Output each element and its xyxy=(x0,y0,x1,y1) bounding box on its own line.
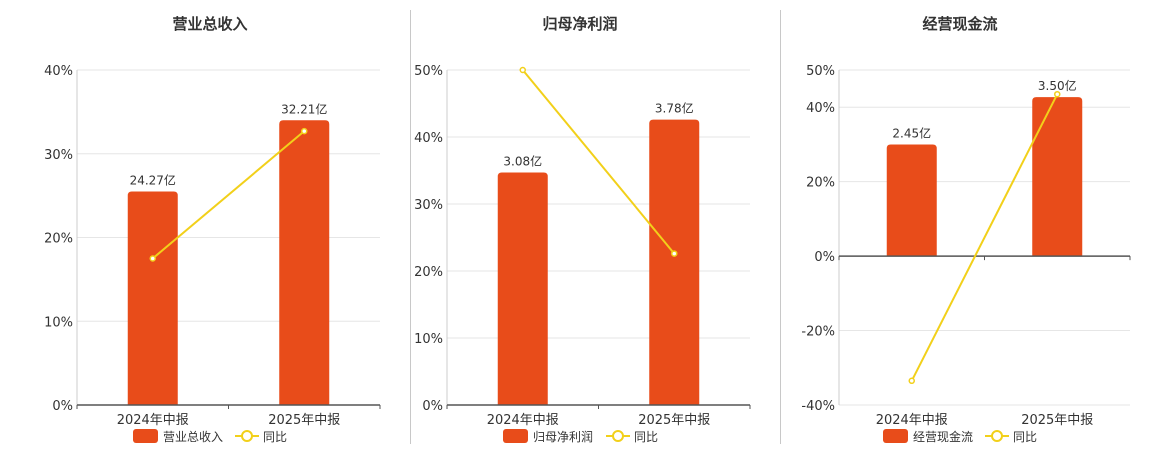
y-tick-label: 20% xyxy=(44,232,73,247)
yoy-line xyxy=(910,93,1059,382)
yoy-point xyxy=(908,377,915,385)
yoy-line xyxy=(521,69,676,255)
net-profit-chart-panel: 归母净利润 0% 10% 20% 30% 40% 50% 3.08亿 3.78亿 2024年中报 2… xyxy=(411,0,781,450)
revenue-chart-panel: 营业总收入 0% 10% 20% 30% 40% 24.27亿 32.21亿 2024年中报 20… xyxy=(0,0,410,450)
x-tick-label: 2025年中报 xyxy=(638,413,710,428)
x-tick-label: 2025年中报 xyxy=(268,413,340,428)
yoy-point xyxy=(1054,90,1061,98)
net-profit-chart: 归母净利润 0% 10% 20% 30% 40% 50% 3.08亿 3.78亿 2024年中报 2… xyxy=(414,15,751,444)
bar xyxy=(886,144,937,257)
legend-bar-swatch xyxy=(883,429,908,443)
legend-line-marker xyxy=(991,430,1003,442)
y-tick-label: 50% xyxy=(414,64,443,79)
bar-data-label: 2.45亿 xyxy=(892,125,931,140)
bar xyxy=(497,172,548,405)
panel-divider xyxy=(780,10,781,444)
yoy-point xyxy=(301,127,308,135)
y-tick-label: -20% xyxy=(801,325,835,340)
panel-divider xyxy=(410,10,411,444)
x-tick-label: 2024年中报 xyxy=(876,413,948,428)
legend-bar-label: 营业总收入 xyxy=(163,430,223,444)
legend-bar-label: 经营现金流 xyxy=(913,429,973,444)
y-tick-label: -40% xyxy=(801,399,835,414)
legend-line-label: 同比 xyxy=(1013,430,1037,444)
y-tick-label: 10% xyxy=(44,315,73,330)
legend-line-marker xyxy=(241,430,253,442)
y-tick-label: 30% xyxy=(414,198,443,213)
y-tick-label: 0% xyxy=(52,399,73,414)
bar xyxy=(1032,97,1083,257)
x-tick-label: 2024年中报 xyxy=(117,413,189,428)
y-tick-label: 0% xyxy=(814,250,835,265)
chart-title: 营业总收入 xyxy=(172,15,247,33)
y-tick-label: 30% xyxy=(44,148,73,163)
bar-data-label: 3.08亿 xyxy=(503,154,542,169)
bar-data-label: 32.21亿 xyxy=(281,101,327,116)
cash-flow-chart: 经营现金流 -40% -20% 0% 20% 40% 50% 2.45亿 3.50亿 2024年中… xyxy=(801,15,1131,444)
bar xyxy=(127,191,178,405)
revenue-chart: 营业总收入 0% 10% 20% 30% 40% 24.27亿 32.21亿 2024年中报 20… xyxy=(44,15,381,444)
y-tick-label: 40% xyxy=(44,64,73,79)
y-tick-label: 20% xyxy=(806,176,835,191)
legend-bar-swatch xyxy=(133,429,158,443)
y-tick-label: 40% xyxy=(414,131,443,146)
bar-data-label: 3.78亿 xyxy=(655,101,694,116)
bar-data-label: 3.50亿 xyxy=(1038,78,1077,93)
y-tick-label: 20% xyxy=(414,265,443,280)
bar-data-label: 24.27亿 xyxy=(130,172,176,187)
legend-bar-label: 归母净利润 xyxy=(533,430,593,444)
x-tick-label: 2025年中报 xyxy=(1021,413,1093,428)
legend-line-label: 同比 xyxy=(634,430,658,444)
chart-title: 经营现金流 xyxy=(922,15,997,33)
bar xyxy=(649,119,700,405)
legend-line-label: 同比 xyxy=(263,430,287,444)
cash-flow-chart-panel: 经营现金流 -40% -20% 0% 20% 40% 50% 2.45亿 3.50亿 2024年中… xyxy=(781,0,1160,450)
yoy-line xyxy=(152,130,305,260)
y-tick-label: 50% xyxy=(806,64,835,79)
chart-title: 归母净利润 xyxy=(542,15,617,33)
y-tick-label: 10% xyxy=(414,332,443,347)
yoy-point xyxy=(149,255,156,262)
yoy-point xyxy=(519,66,526,74)
legend-bar-swatch xyxy=(503,429,528,443)
y-tick-label: 0% xyxy=(422,399,443,414)
x-tick-label: 2024年中报 xyxy=(487,413,559,428)
yoy-point xyxy=(671,250,678,257)
bar xyxy=(279,120,330,405)
y-tick-label: 40% xyxy=(806,101,835,116)
legend-line-marker xyxy=(612,430,624,442)
